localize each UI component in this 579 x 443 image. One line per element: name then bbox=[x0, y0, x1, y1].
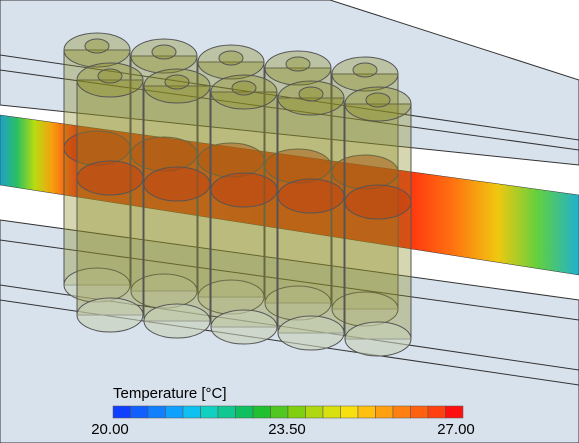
cell-top bbox=[210, 74, 278, 110]
cell-bottom bbox=[143, 303, 211, 339]
cell-terminal bbox=[231, 80, 257, 96]
cell-terminal bbox=[84, 38, 110, 54]
colorbar-segment bbox=[217, 405, 236, 419]
cell-top bbox=[63, 32, 131, 68]
cell-terminal bbox=[365, 92, 391, 108]
colorbar-segment bbox=[305, 405, 324, 419]
cell-slice bbox=[210, 172, 278, 208]
colorbar-segment bbox=[147, 405, 166, 419]
legend-tick: 27.00 bbox=[437, 421, 475, 438]
cell-top bbox=[143, 68, 211, 104]
legend-title: Temperature [°C] bbox=[113, 385, 227, 402]
cell-top bbox=[344, 86, 412, 122]
legend-tick: 23.50 bbox=[268, 421, 306, 438]
colorbar-segment bbox=[270, 405, 289, 419]
colorbar-segment bbox=[165, 405, 184, 419]
cell-top bbox=[76, 62, 144, 98]
colorbar-segment bbox=[340, 405, 359, 419]
cell-bottom bbox=[277, 315, 345, 351]
cell-terminal bbox=[164, 74, 190, 90]
colorbar-segment bbox=[410, 405, 429, 419]
cell-body bbox=[210, 91, 278, 328]
cell-body bbox=[76, 79, 144, 316]
cell-body bbox=[277, 97, 345, 334]
cell-top bbox=[277, 80, 345, 116]
colorbar-segment bbox=[200, 405, 219, 419]
cell-body bbox=[344, 103, 412, 340]
cell-body bbox=[143, 85, 211, 322]
cell-terminal bbox=[285, 56, 311, 72]
cell-terminal bbox=[151, 44, 177, 60]
colorbar-segment bbox=[445, 405, 464, 419]
cell-slice bbox=[76, 160, 144, 196]
cell-terminal bbox=[218, 50, 244, 66]
colorbar-segment bbox=[287, 405, 306, 419]
cell-top bbox=[130, 38, 198, 74]
colorbar-segment bbox=[182, 405, 201, 419]
colorbar-segment bbox=[392, 405, 411, 419]
colorbar-segment bbox=[427, 405, 446, 419]
cell-terminal bbox=[97, 68, 123, 84]
cell-bottom bbox=[76, 297, 144, 333]
cell-top bbox=[264, 50, 332, 86]
colorbar-segment bbox=[112, 405, 131, 419]
colorbar-segment bbox=[357, 405, 376, 419]
colorbar-segment bbox=[252, 405, 271, 419]
legend-tick: 20.00 bbox=[91, 421, 129, 438]
colorbar-segment bbox=[375, 405, 394, 419]
cell-terminal bbox=[298, 86, 324, 102]
cell-bottom bbox=[210, 309, 278, 345]
battery-cells bbox=[63, 32, 412, 357]
cell-slice bbox=[143, 166, 211, 202]
colorbar-segment bbox=[235, 405, 254, 419]
colorbar-segment bbox=[130, 405, 149, 419]
cell-top bbox=[197, 44, 265, 80]
colorbar bbox=[112, 405, 464, 419]
cell-terminal bbox=[352, 62, 378, 78]
cell-slice bbox=[277, 178, 345, 214]
cell-slice bbox=[344, 184, 412, 220]
cell-top bbox=[331, 56, 399, 92]
cell-bottom bbox=[344, 321, 412, 357]
colorbar-segment bbox=[322, 405, 341, 419]
